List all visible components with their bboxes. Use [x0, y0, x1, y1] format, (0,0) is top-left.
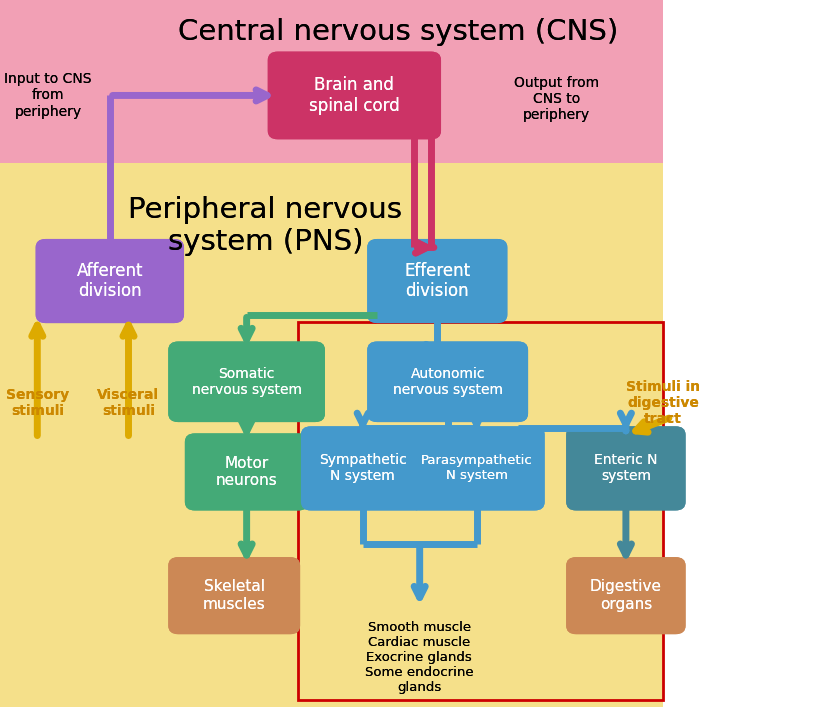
Text: Efferent
division: Efferent division	[404, 262, 469, 300]
Text: Autonomic
nervous system: Autonomic nervous system	[392, 367, 502, 397]
FancyBboxPatch shape	[301, 426, 424, 510]
FancyBboxPatch shape	[0, 0, 662, 184]
Text: Afferent
division: Afferent division	[76, 262, 143, 300]
Text: Input to CNS
from
periphery: Input to CNS from periphery	[4, 72, 92, 119]
Text: Autonomic
nervous system: Autonomic nervous system	[392, 367, 502, 397]
FancyBboxPatch shape	[36, 239, 184, 323]
Text: Input to CNS
from
periphery: Input to CNS from periphery	[4, 72, 92, 119]
Text: Sympathetic
N system: Sympathetic N system	[319, 453, 406, 484]
Text: Brain and
spinal cord: Brain and spinal cord	[309, 76, 399, 115]
Text: Stimuli in
digestive
tract: Stimuli in digestive tract	[625, 380, 700, 426]
FancyBboxPatch shape	[367, 239, 507, 323]
Text: Output from
CNS to
periphery: Output from CNS to periphery	[513, 76, 599, 122]
Text: Efferent
division: Efferent division	[404, 262, 469, 300]
FancyBboxPatch shape	[566, 426, 685, 510]
Text: Visceral
stimuli: Visceral stimuli	[98, 388, 159, 418]
Text: Central nervous system (CNS): Central nervous system (CNS)	[177, 18, 618, 46]
FancyBboxPatch shape	[36, 239, 184, 323]
FancyBboxPatch shape	[367, 341, 527, 422]
FancyBboxPatch shape	[367, 239, 507, 323]
FancyBboxPatch shape	[408, 426, 544, 510]
Text: Output from
CNS to
periphery: Output from CNS to periphery	[513, 76, 599, 122]
FancyBboxPatch shape	[185, 433, 308, 510]
FancyBboxPatch shape	[0, 163, 662, 707]
Text: Parasympathetic
N system: Parasympathetic N system	[421, 455, 532, 482]
Text: Smooth muscle
Cardiac muscle
Exocrine glands
Some endocrine
glands: Smooth muscle Cardiac muscle Exocrine gl…	[364, 621, 473, 694]
Text: Motor
neurons: Motor neurons	[215, 456, 277, 488]
FancyBboxPatch shape	[168, 341, 325, 422]
FancyBboxPatch shape	[267, 52, 440, 139]
Text: Somatic
nervous system: Somatic nervous system	[191, 367, 301, 397]
Text: Skeletal
muscles: Skeletal muscles	[203, 580, 265, 612]
FancyBboxPatch shape	[566, 426, 685, 510]
Text: Smooth muscle
Cardiac muscle
Exocrine glands
Some endocrine
glands: Smooth muscle Cardiac muscle Exocrine gl…	[364, 621, 473, 694]
Text: Enteric N
system: Enteric N system	[594, 453, 657, 484]
Text: Digestive
organs: Digestive organs	[590, 580, 661, 612]
Text: Sensory
stimuli: Sensory stimuli	[6, 388, 69, 418]
FancyBboxPatch shape	[267, 52, 440, 139]
FancyBboxPatch shape	[168, 557, 300, 634]
Text: Skeletal
muscles: Skeletal muscles	[203, 580, 265, 612]
FancyBboxPatch shape	[301, 426, 424, 510]
Text: Central nervous system (CNS): Central nervous system (CNS)	[177, 18, 618, 46]
Text: Sensory
stimuli: Sensory stimuli	[6, 388, 69, 418]
Text: Digestive
organs: Digestive organs	[590, 580, 661, 612]
Text: Sympathetic
N system: Sympathetic N system	[319, 453, 406, 484]
Text: Motor
neurons: Motor neurons	[215, 456, 277, 488]
FancyBboxPatch shape	[367, 341, 527, 422]
FancyBboxPatch shape	[566, 557, 685, 634]
Text: Stimuli in
digestive
tract: Stimuli in digestive tract	[625, 380, 700, 426]
FancyBboxPatch shape	[168, 557, 300, 634]
Text: Brain and
spinal cord: Brain and spinal cord	[309, 76, 399, 115]
Bar	[298, 322, 662, 700]
FancyBboxPatch shape	[408, 426, 544, 510]
FancyBboxPatch shape	[566, 557, 685, 634]
Text: Somatic
nervous system: Somatic nervous system	[191, 367, 301, 397]
Text: Parasympathetic
N system: Parasympathetic N system	[421, 455, 532, 482]
Text: Enteric N
system: Enteric N system	[594, 453, 657, 484]
Text: Peripheral nervous
system (PNS): Peripheral nervous system (PNS)	[128, 196, 402, 257]
FancyBboxPatch shape	[168, 341, 325, 422]
Text: Peripheral nervous
system (PNS): Peripheral nervous system (PNS)	[128, 196, 402, 257]
Text: Visceral
stimuli: Visceral stimuli	[98, 388, 159, 418]
Text: Afferent
division: Afferent division	[76, 262, 143, 300]
FancyBboxPatch shape	[185, 433, 308, 510]
